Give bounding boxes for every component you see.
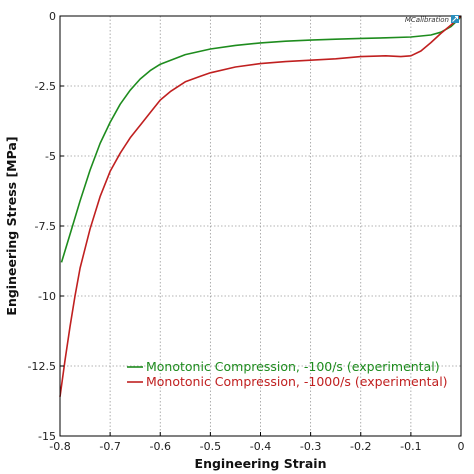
- y-tick-label: 0: [49, 10, 56, 23]
- grid-lines: [60, 16, 461, 436]
- y-tick-label: -12.5: [28, 360, 56, 373]
- axis-ticks: -0.8 -0.7 -0.6 -0.5 -0.4 -0.3 -0.2 -0.1 0 0 -2.5 -5…: [28, 10, 465, 453]
- legend: Monotonic Compression, -100/s (experimen…: [127, 359, 448, 389]
- x-tick-label: -0.5: [200, 440, 221, 453]
- x-tick-label: -0.7: [99, 440, 120, 453]
- y-tick-label: -5: [45, 150, 56, 163]
- y-tick-label: -15: [38, 430, 56, 443]
- x-axis-title: Engineering Strain: [195, 456, 327, 471]
- x-tick-label: -0.4: [250, 440, 271, 453]
- logo-arrow-icon: [452, 16, 458, 22]
- mcalibration-logo: MCalibration: [405, 15, 459, 24]
- logo-text: MCalibration: [405, 16, 449, 24]
- y-axis-title: Engineering Stress [MPa]: [4, 136, 19, 315]
- legend-label-1000: Monotonic Compression, -1000/s (experime…: [146, 374, 448, 389]
- y-tick-label: -7.5: [35, 220, 56, 233]
- x-tick-label: -0.2: [350, 440, 371, 453]
- x-tick-label: -0.8: [49, 440, 70, 453]
- x-tick-label: 0: [458, 440, 465, 453]
- series-line-1: [59, 15, 462, 397]
- x-tick-label: -0.3: [300, 440, 321, 453]
- y-tick-label: -10: [38, 290, 56, 303]
- x-tick-label: -0.6: [150, 440, 171, 453]
- y-tick-label: -2.5: [35, 80, 56, 93]
- legend-label-100: Monotonic Compression, -100/s (experimen…: [146, 359, 440, 374]
- x-tick-label: -0.1: [400, 440, 421, 453]
- data-series: [59, 15, 462, 397]
- series-line-0: [60, 15, 462, 263]
